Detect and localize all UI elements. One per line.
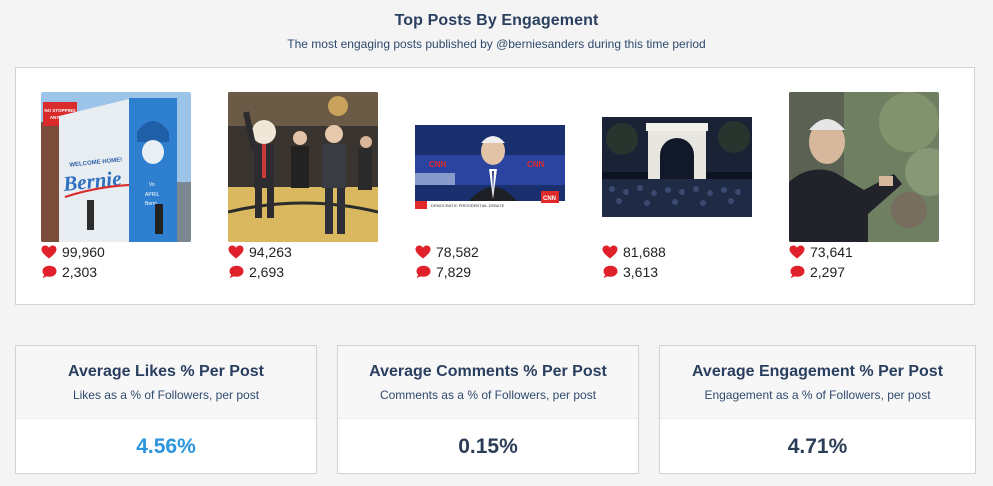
section-header: Top Posts By Engagement The most engagin… <box>0 12 993 51</box>
speaking-outdoors-image[interactable] <box>789 92 939 242</box>
comments-count: 3,613 <box>623 264 659 280</box>
post-comments: 3,613 <box>602 264 658 280</box>
card-header: Average Likes % Per Post Likes as a % of… <box>16 346 316 419</box>
svg-text:CNN: CNN <box>543 196 556 202</box>
post-thumbnail[interactable]: NO STOPPING ANYTIME WELCOME HOME! Bernie… <box>41 92 191 242</box>
card-header: Average Comments % Per Post Comments as … <box>338 346 638 419</box>
card-title: Average Likes % Per Post <box>68 363 264 380</box>
svg-text:Berni: Berni <box>145 201 157 207</box>
card-subtitle: Likes as a % of Followers, per post <box>72 388 260 402</box>
likes-count: 81,688 <box>623 244 666 260</box>
svg-text:NO STOPPING: NO STOPPING <box>44 108 76 113</box>
heart-icon <box>789 245 805 259</box>
post-thumbnail[interactable]: CNN CNN DEMOCRATIC PRESIDENTIAL DEBATE C… <box>415 92 565 242</box>
post-card[interactable]: NO STOPPING ANYTIME WELCOME HOME! Bernie… <box>41 92 191 292</box>
likes-count: 99,960 <box>62 244 105 260</box>
speech-bubble-icon <box>790 265 805 278</box>
post-card[interactable]: 94,263 2,693 <box>228 92 378 292</box>
comments-count: 7,829 <box>436 264 472 280</box>
comments-count: 2,297 <box>810 264 846 280</box>
post-comments: 2,693 <box>228 264 284 280</box>
post-card[interactable]: 81,688 3,613 <box>602 92 752 292</box>
post-likes: 73,641 <box>789 244 853 260</box>
section-subtitle: The most engaging posts published by @be… <box>287 37 706 51</box>
average-comments-value: 0.15% <box>458 435 518 458</box>
cnn-debate-image[interactable]: CNN CNN DEMOCRATIC PRESIDENTIAL DEBATE C… <box>415 125 565 209</box>
heart-icon <box>415 245 431 259</box>
card-title: Average Comments % Per Post <box>369 363 607 380</box>
speech-bubble-icon <box>229 265 244 278</box>
top-posts-panel: NO STOPPING ANYTIME WELCOME HOME! Bernie… <box>15 67 975 305</box>
post-likes: 81,688 <box>602 244 666 260</box>
heart-icon <box>602 245 618 259</box>
comments-count: 2,693 <box>249 264 285 280</box>
post-thumbnail[interactable] <box>602 92 752 242</box>
post-comments: 2,303 <box>41 264 97 280</box>
speech-bubble-icon <box>42 265 57 278</box>
section-title: Top Posts By Engagement <box>394 12 599 29</box>
billboard-welcome-text: WELCOME HOME! <box>69 157 122 169</box>
post-comments: 7,829 <box>415 264 471 280</box>
arch-rally-image[interactable] <box>602 117 752 217</box>
average-likes-value: 4.56% <box>136 435 196 458</box>
post-thumbnail[interactable] <box>228 92 378 242</box>
mascot-court-image[interactable] <box>228 92 378 242</box>
svg-text:CNN: CNN <box>527 160 545 169</box>
post-card[interactable]: CNN CNN DEMOCRATIC PRESIDENTIAL DEBATE C… <box>415 92 565 292</box>
post-likes: 94,263 <box>228 244 292 260</box>
speech-bubble-icon <box>416 265 431 278</box>
likes-count: 73,641 <box>810 244 853 260</box>
card-header: Average Engagement % Per Post Engagement… <box>660 346 975 419</box>
comments-count: 2,303 <box>62 264 98 280</box>
billboard-image[interactable]: NO STOPPING ANYTIME WELCOME HOME! Bernie… <box>41 92 191 242</box>
average-engagement-card: Average Engagement % Per Post Engagement… <box>659 345 976 474</box>
average-comments-card: Average Comments % Per Post Comments as … <box>337 345 639 474</box>
svg-text:Vo: Vo <box>149 182 155 188</box>
cnn-logo-left: CNN <box>429 160 447 169</box>
card-title: Average Engagement % Per Post <box>691 363 944 380</box>
card-subtitle: Comments as a % of Followers, per post <box>379 388 597 402</box>
average-likes-card: Average Likes % Per Post Likes as a % of… <box>15 345 317 474</box>
likes-count: 78,582 <box>436 244 479 260</box>
heart-icon <box>228 245 244 259</box>
speech-bubble-icon <box>603 265 618 278</box>
post-comments: 2,297 <box>789 264 845 280</box>
likes-count: 94,263 <box>249 244 292 260</box>
heart-icon <box>41 245 57 259</box>
post-likes: 99,960 <box>41 244 105 260</box>
svg-text:APRIL: APRIL <box>145 192 160 198</box>
post-card[interactable]: 73,641 2,297 <box>789 92 939 292</box>
card-subtitle: Engagement as a % of Followers, per post <box>704 388 931 402</box>
post-likes: 78,582 <box>415 244 479 260</box>
average-engagement-value: 4.71% <box>787 435 848 458</box>
post-thumbnail[interactable] <box>789 92 939 242</box>
cnn-banner-text: DEMOCRATIC PRESIDENTIAL DEBATE <box>431 203 505 208</box>
